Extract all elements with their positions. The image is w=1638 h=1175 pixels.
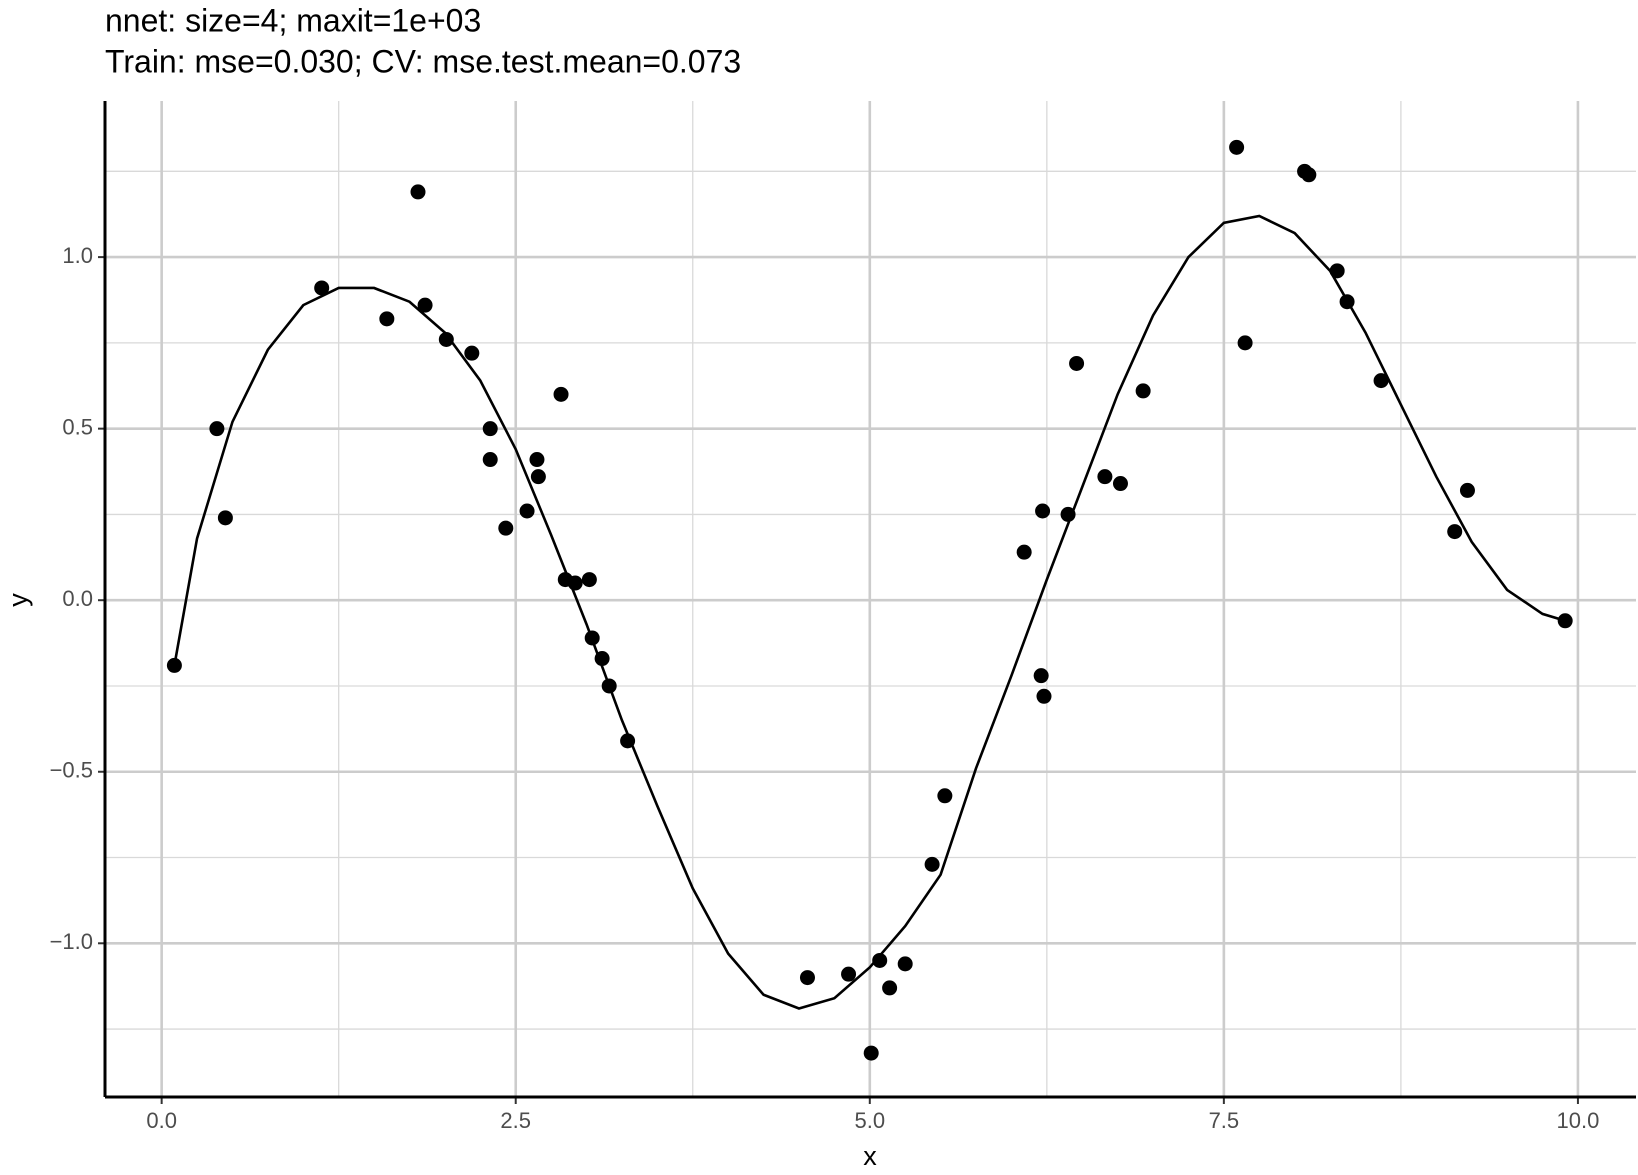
data-point bbox=[1112, 476, 1128, 492]
y-tick-label: 0.0 bbox=[62, 586, 93, 611]
data-point bbox=[438, 331, 454, 347]
data-point bbox=[872, 952, 888, 968]
data-point bbox=[553, 386, 569, 402]
data-point bbox=[1301, 167, 1317, 183]
data-point bbox=[1237, 335, 1253, 351]
data-point bbox=[620, 733, 636, 749]
data-point bbox=[581, 572, 597, 588]
data-point bbox=[897, 956, 913, 972]
x-axis-label: x bbox=[863, 1141, 877, 1171]
y-tick-label: 0.5 bbox=[62, 414, 93, 439]
data-point bbox=[530, 469, 546, 485]
data-point bbox=[1459, 482, 1475, 498]
data-point bbox=[209, 421, 225, 437]
y-tick-label: −0.5 bbox=[50, 758, 93, 783]
data-point bbox=[417, 297, 433, 313]
data-point bbox=[482, 452, 498, 468]
data-point bbox=[841, 966, 857, 982]
data-point bbox=[1229, 139, 1245, 155]
data-point bbox=[1557, 613, 1573, 629]
data-point bbox=[799, 970, 815, 986]
x-tick-label: 0.0 bbox=[146, 1108, 177, 1133]
data-point bbox=[464, 345, 480, 361]
data-point bbox=[482, 421, 498, 437]
data-point bbox=[1036, 688, 1052, 704]
data-point bbox=[594, 651, 610, 667]
data-point bbox=[410, 184, 426, 200]
data-point bbox=[1035, 503, 1051, 519]
x-tick-label: 7.5 bbox=[1209, 1108, 1240, 1133]
data-point bbox=[1033, 668, 1049, 684]
x-tick-label: 2.5 bbox=[500, 1108, 531, 1133]
data-point bbox=[519, 503, 535, 519]
data-point bbox=[1069, 355, 1085, 371]
data-point bbox=[1373, 373, 1389, 389]
data-point bbox=[601, 678, 617, 694]
data-point bbox=[1135, 383, 1151, 399]
data-point bbox=[1339, 294, 1355, 310]
data-point bbox=[863, 1045, 879, 1061]
data-point bbox=[1447, 524, 1463, 540]
data-point bbox=[1016, 544, 1032, 560]
y-tick-label: 1.0 bbox=[62, 243, 93, 268]
data-point bbox=[567, 575, 583, 591]
y-axis-label: y bbox=[3, 593, 33, 607]
data-point bbox=[1060, 506, 1076, 522]
data-point bbox=[924, 856, 940, 872]
data-point bbox=[584, 630, 600, 646]
data-point bbox=[314, 280, 330, 296]
x-tick-label: 10.0 bbox=[1557, 1108, 1600, 1133]
x-tick-label: 5.0 bbox=[854, 1108, 885, 1133]
data-point bbox=[882, 980, 898, 996]
data-point bbox=[937, 788, 953, 804]
chart-subtitle: Train: mse=0.030; CV: mse.test.mean=0.07… bbox=[105, 43, 741, 79]
chart-title: nnet: size=4; maxit=1e+03 bbox=[105, 2, 481, 38]
data-point bbox=[379, 311, 395, 327]
data-point bbox=[1097, 469, 1113, 485]
data-point bbox=[498, 520, 514, 536]
data-point bbox=[166, 657, 182, 673]
data-point bbox=[529, 452, 545, 468]
y-tick-label: −1.0 bbox=[50, 929, 93, 954]
fit-line bbox=[173, 214, 1566, 1010]
data-point bbox=[1329, 263, 1345, 279]
data-point bbox=[217, 510, 233, 526]
